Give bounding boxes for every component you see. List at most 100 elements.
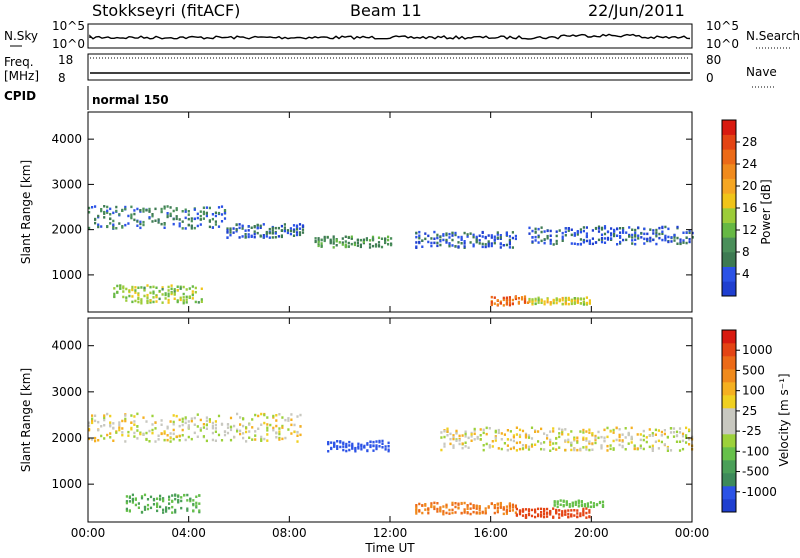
heatmap-cell — [562, 500, 565, 503]
heatmap-cell — [175, 414, 178, 418]
heatmap-cell — [469, 512, 472, 516]
heatmap-cell — [148, 440, 151, 443]
heatmap-cell — [440, 448, 443, 452]
heatmap-cell — [543, 515, 546, 519]
heatmap-cell — [527, 512, 531, 516]
heatmap-cell — [156, 497, 159, 500]
heatmap-cell — [624, 427, 627, 430]
heatmap-cell — [202, 206, 205, 209]
heatmap-cell — [628, 233, 631, 237]
heatmap-cell — [157, 218, 160, 221]
heatmap-cell — [573, 514, 576, 517]
heatmap-cell — [136, 207, 139, 211]
heatmap-cell — [143, 286, 146, 290]
heatmap-cell — [667, 227, 670, 231]
y-tick-label: 2000 — [51, 223, 82, 237]
heatmap-cell — [531, 236, 534, 239]
heatmap-cell — [511, 302, 514, 305]
heatmap-cell — [505, 298, 508, 302]
heatmap-cell — [280, 234, 283, 237]
heatmap-cell — [666, 447, 669, 450]
heatmap-cell — [658, 232, 661, 236]
heatmap-cell — [678, 427, 682, 430]
heatmap-cell — [675, 430, 679, 434]
heatmap-cell — [661, 230, 664, 233]
heatmap-cell — [685, 434, 688, 437]
heatmap-cell — [91, 421, 94, 425]
heatmap-cell — [481, 242, 484, 246]
heatmap-cell — [490, 242, 493, 245]
heatmap-cell — [266, 429, 269, 432]
heatmap-cell — [350, 237, 353, 240]
heatmap-cell — [585, 437, 588, 440]
heatmap-cell — [100, 225, 103, 228]
heatmap-cell — [269, 423, 272, 427]
nave-tick-low: 0 — [706, 71, 714, 85]
date-title: 22/Jun/2011 — [588, 1, 685, 20]
x-tick-label: 04:00 — [171, 526, 206, 540]
heatmap-cell — [197, 301, 200, 304]
heatmap-cell — [160, 210, 163, 214]
heatmap-cell — [94, 436, 97, 440]
heatmap-cell — [655, 233, 658, 236]
heatmap-cell — [329, 238, 332, 242]
heatmap-cell — [585, 301, 588, 305]
heatmap-cell — [597, 230, 601, 233]
heatmap-cell — [654, 433, 657, 436]
heatmap-cell — [171, 505, 174, 509]
heatmap-cell — [494, 436, 497, 440]
heatmap-cell — [518, 509, 522, 512]
heatmap-cell — [579, 230, 582, 234]
heatmap-cell — [226, 227, 229, 230]
heatmap-cell — [125, 296, 128, 299]
colorbar-tick-label: 4 — [742, 267, 750, 281]
heatmap-cell — [457, 507, 460, 510]
heatmap-cell — [649, 228, 652, 231]
heatmap-cell — [543, 441, 546, 444]
heatmap-cell — [130, 414, 133, 417]
heatmap-cell — [520, 298, 524, 301]
heatmap-cell — [606, 449, 609, 452]
heatmap-cell — [592, 502, 595, 505]
heatmap-cell — [466, 507, 469, 510]
heatmap-cell — [589, 505, 592, 509]
heatmap-cell — [669, 431, 673, 434]
heatmap-cell — [127, 434, 130, 437]
heatmap-cell — [122, 290, 125, 293]
heatmap-cell — [448, 236, 451, 239]
heatmap-cell — [518, 428, 522, 432]
heatmap-cell — [530, 426, 534, 429]
heatmap-cell — [341, 243, 344, 246]
heatmap-cell — [88, 226, 91, 230]
heatmap-cell — [152, 498, 156, 502]
heatmap-cell — [168, 502, 171, 505]
heatmap-cell — [350, 235, 353, 238]
heatmap-cell — [509, 447, 512, 451]
heatmap-cell — [211, 213, 214, 216]
heatmap-cell — [415, 512, 418, 515]
heatmap-cell — [524, 446, 528, 449]
heatmap-cell — [176, 289, 179, 292]
heatmap-cell — [175, 207, 178, 210]
heatmap-cell — [688, 438, 691, 441]
heatmap-cell — [336, 447, 339, 450]
heatmap-cell — [178, 224, 181, 228]
heatmap-cell — [181, 428, 184, 432]
heatmap-cell — [320, 238, 323, 242]
heatmap-cell — [499, 242, 502, 246]
heatmap-cell — [673, 233, 676, 237]
heatmap-cell — [100, 425, 103, 428]
heatmap-cell — [245, 430, 248, 434]
heatmap-cell — [493, 504, 496, 508]
heatmap-cell — [552, 243, 555, 246]
heatmap-cell — [214, 427, 217, 430]
heatmap-cell — [256, 231, 259, 235]
heatmap-cell — [274, 226, 277, 230]
heatmap-cell — [211, 438, 214, 442]
heatmap-cell — [582, 431, 585, 434]
heatmap-cell — [375, 447, 378, 451]
heatmap-cell — [163, 430, 166, 433]
heatmap-cell — [564, 296, 567, 300]
heatmap-cell — [591, 242, 594, 246]
heatmap-cell — [651, 444, 654, 448]
